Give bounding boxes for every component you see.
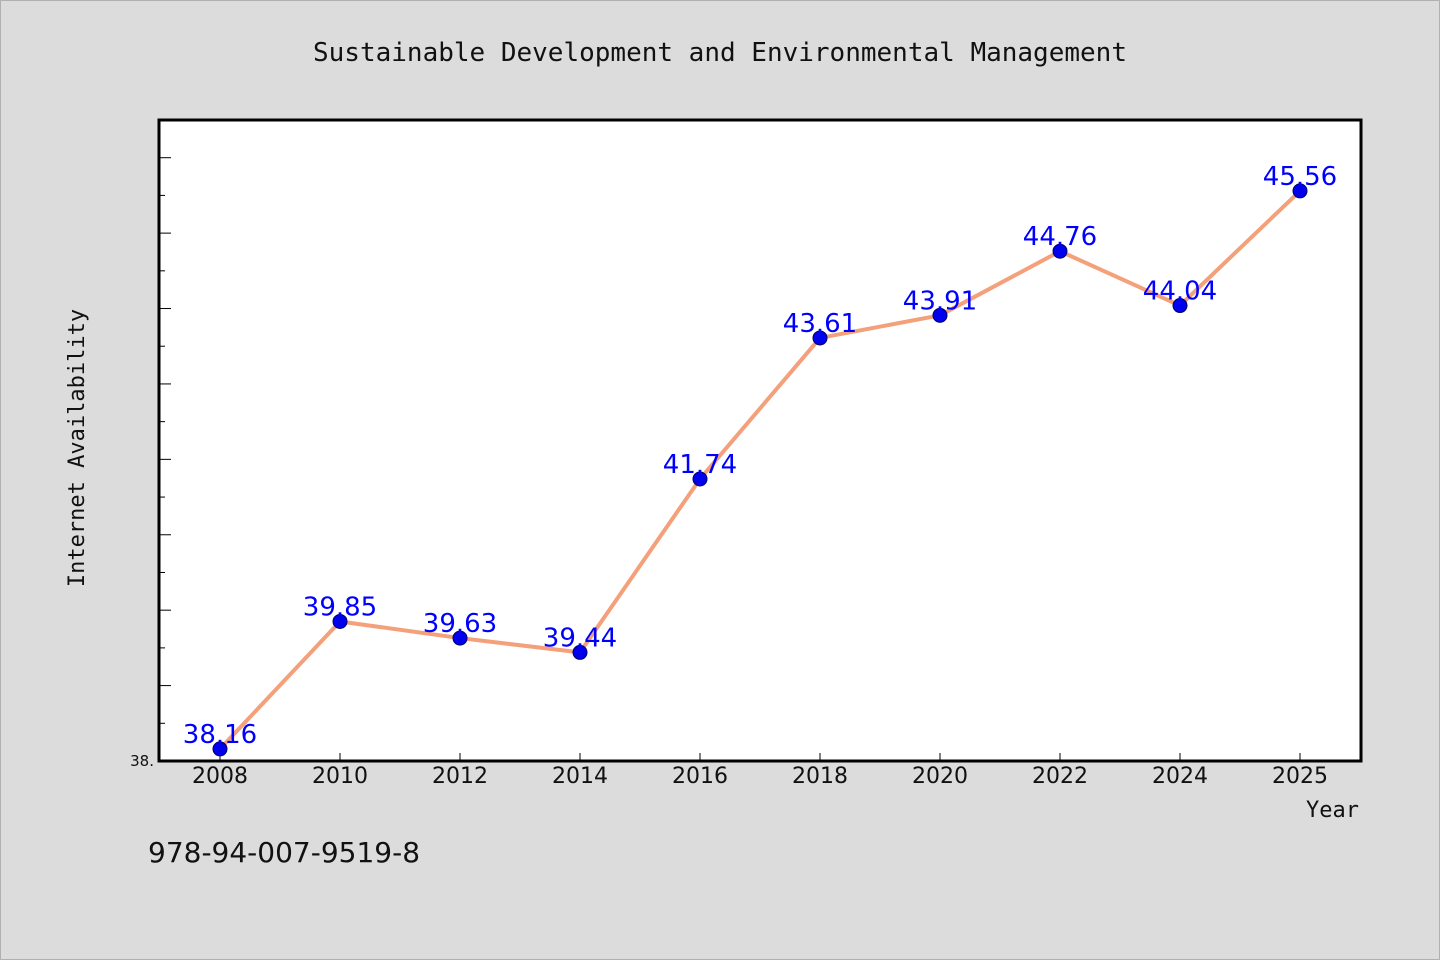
data-label: 43.91 bbox=[903, 286, 977, 316]
data-label: 45.56 bbox=[1263, 162, 1337, 192]
x-tick-label: 2022 bbox=[1032, 764, 1088, 789]
x-tick-label: 2016 bbox=[672, 764, 728, 789]
data-point bbox=[452, 630, 468, 646]
y-axis-min-label: 38. bbox=[130, 752, 154, 770]
data-label: 38.16 bbox=[183, 720, 257, 750]
x-tick-label: 2020 bbox=[912, 764, 968, 789]
series-layer bbox=[212, 183, 1308, 757]
isbn-text: 978-94-007-9519-8 bbox=[148, 836, 420, 869]
data-point bbox=[1292, 183, 1308, 199]
data-point bbox=[812, 330, 828, 346]
data-label: 39.63 bbox=[423, 609, 497, 639]
y-axis-label: Internet Availability bbox=[65, 309, 90, 587]
data-label: 39.44 bbox=[543, 623, 617, 653]
data-point bbox=[1052, 243, 1068, 259]
x-axis-tick-labels: 2008 2010 2012 2014 2016 2018 2020 2022 2024 2025 bbox=[192, 764, 1328, 789]
x-axis-label: Year bbox=[1306, 798, 1359, 823]
x-tick-label: 2014 bbox=[552, 764, 608, 789]
data-label: 39.85 bbox=[303, 592, 377, 622]
plot-area bbox=[157, 118, 1363, 763]
x-tick-label: 2010 bbox=[312, 764, 368, 789]
x-tick-label: 2018 bbox=[792, 764, 848, 789]
data-label: 43.61 bbox=[783, 309, 857, 339]
series-line bbox=[218, 189, 1302, 751]
chart-title: Sustainable Development and Environmenta… bbox=[313, 38, 1127, 68]
data-point bbox=[332, 613, 348, 629]
x-tick-label: 2025 bbox=[1272, 764, 1328, 789]
data-label: 44.76 bbox=[1023, 222, 1097, 252]
data-point bbox=[1172, 298, 1188, 314]
x-tick-label: 2012 bbox=[432, 764, 488, 789]
data-label: 41.74 bbox=[663, 450, 737, 480]
x-tick-label: 2024 bbox=[1152, 764, 1208, 789]
data-point bbox=[212, 741, 228, 757]
data-label: 44.04 bbox=[1143, 277, 1217, 307]
data-point bbox=[932, 307, 948, 323]
data-label-layer: 38.16 39.85 39.63 39.44 41.74 43.61 43.91 44.76… bbox=[183, 162, 1337, 750]
x-axis-ticks bbox=[219, 753, 1301, 761]
data-point bbox=[572, 644, 588, 660]
data-point bbox=[692, 471, 708, 487]
x-tick-label: 2008 bbox=[192, 764, 248, 789]
y-axis-ticks bbox=[159, 157, 171, 724]
